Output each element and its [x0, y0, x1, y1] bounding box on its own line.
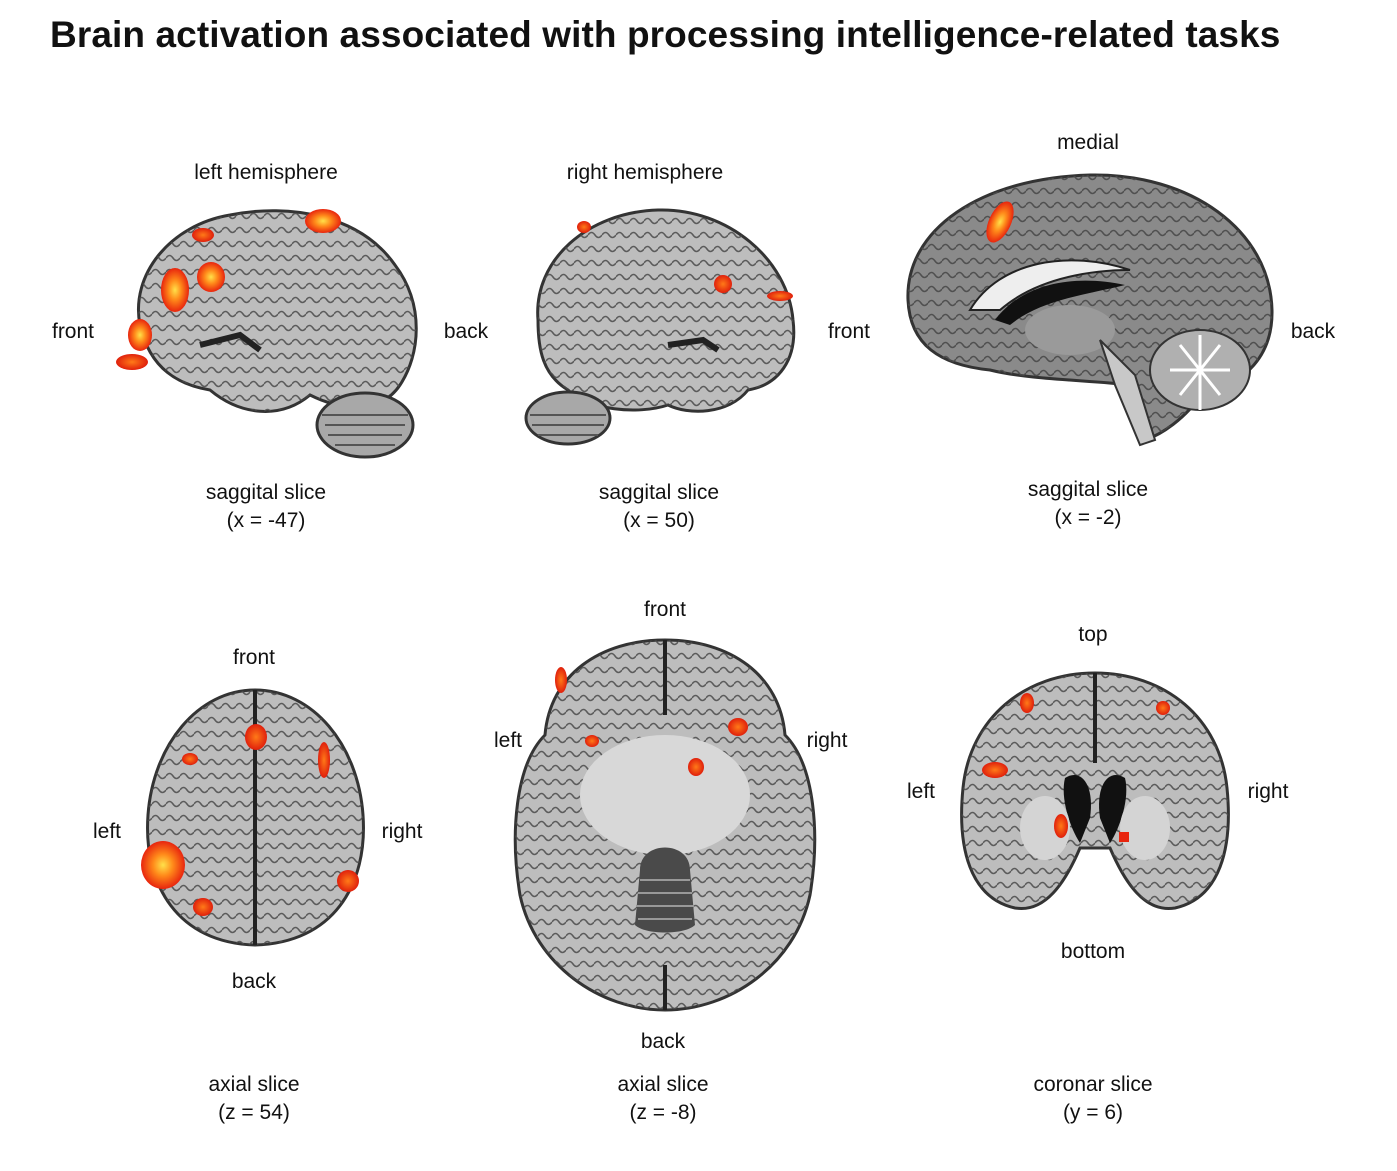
brain-slice-sagittal-medial: [906, 173, 1274, 447]
panel-4-caption-line2: (z = 54): [218, 1101, 290, 1124]
activation-blob: [688, 758, 704, 776]
activation-blob: [1119, 832, 1129, 842]
activation-blob: [986, 201, 1014, 243]
activation-blob: [555, 667, 567, 693]
panel-5-caption-line2: (z = -8): [629, 1101, 697, 1124]
activation-blob: [193, 898, 213, 916]
panel-4-caption-line1: axial slice: [208, 1073, 300, 1096]
panel-5-caption: axial slice (z = -8): [617, 1071, 708, 1127]
figure-title: Brain activation associated with process…: [50, 14, 1281, 55]
panel-3-top-label: medial: [1057, 131, 1119, 154]
panel-3-caption-line2: (x = -2): [1054, 506, 1122, 529]
activation-blob: [1020, 693, 1034, 713]
panel-6-top-label: top: [1078, 623, 1108, 646]
activation-blob: [728, 718, 748, 736]
activation-blob: [305, 209, 341, 233]
brain-slice-sagittal-left: [116, 209, 418, 459]
panel-5-left-label: left: [493, 729, 523, 752]
panel-5-caption-line1: axial slice: [617, 1073, 709, 1096]
activation-blob: [337, 870, 359, 892]
panel-4-bottom-label: back: [231, 970, 277, 993]
activation-blob: [714, 275, 732, 293]
panel-6-caption-line1: coronar slice: [1033, 1073, 1153, 1096]
panel-1-caption-line1: saggital slice: [205, 481, 327, 504]
brain-slice-axial-top: [141, 688, 365, 947]
panel-6-caption-line2: (y = 6): [1062, 1101, 1124, 1124]
panel-1-caption: saggital slice (x = -47): [206, 479, 326, 535]
panel-4-top-label: front: [232, 646, 276, 669]
brain-slice-axial-mid: [513, 638, 817, 1012]
panel-6-right-label: right: [1247, 780, 1289, 803]
panel-2-caption: saggital slice (x = 50): [599, 479, 719, 535]
panel-6-bottom-label: bottom: [1060, 940, 1126, 963]
activation-blob: [982, 762, 1008, 778]
panel-3-right-label: back: [1290, 320, 1336, 343]
panel-1-caption-line2: (x = -47): [226, 509, 306, 532]
panel-5-bottom-label: back: [640, 1030, 686, 1053]
panel-1-left-label: front: [51, 320, 95, 343]
panel-6-caption: coronar slice (y = 6): [1033, 1071, 1152, 1127]
activation-blob: [192, 228, 214, 242]
activation-blob: [161, 268, 189, 312]
activation-blob: [767, 291, 793, 301]
panel-6-left-label: left: [906, 780, 936, 803]
activation-blob: [245, 724, 267, 750]
activation-blob: [128, 319, 152, 351]
activation-blob: [116, 354, 148, 370]
activation-blob: [1054, 814, 1068, 838]
panel-5-right-label: right: [806, 729, 848, 752]
panel-1-right-label: back: [443, 320, 489, 343]
activation-blob: [577, 221, 591, 233]
brain-slice-coronal: [960, 671, 1230, 911]
activation-blob: [585, 735, 599, 747]
activation-blob: [1156, 701, 1170, 715]
panel-5-top-label: front: [643, 598, 687, 621]
activation-blob: [197, 262, 225, 292]
panel-1-top-label: left hemisphere: [194, 161, 338, 184]
panel-4-left-label: left: [92, 820, 122, 843]
panel-3-caption-line1: saggital slice: [1027, 478, 1149, 501]
panel-2-caption-line2: (x = 50): [623, 509, 695, 532]
activation-blob: [141, 841, 185, 889]
panel-2-caption-line1: saggital slice: [598, 481, 720, 504]
activation-blob: [182, 753, 198, 765]
panel-2-top-label: right hemisphere: [566, 161, 724, 184]
brain-slice-sagittal-right: [524, 208, 796, 446]
panel-2-left-label: front: [827, 320, 871, 343]
activation-blob: [318, 742, 330, 778]
panel-4-right-label: right: [381, 820, 423, 843]
panel-4-caption: axial slice (z = 54): [208, 1071, 299, 1127]
